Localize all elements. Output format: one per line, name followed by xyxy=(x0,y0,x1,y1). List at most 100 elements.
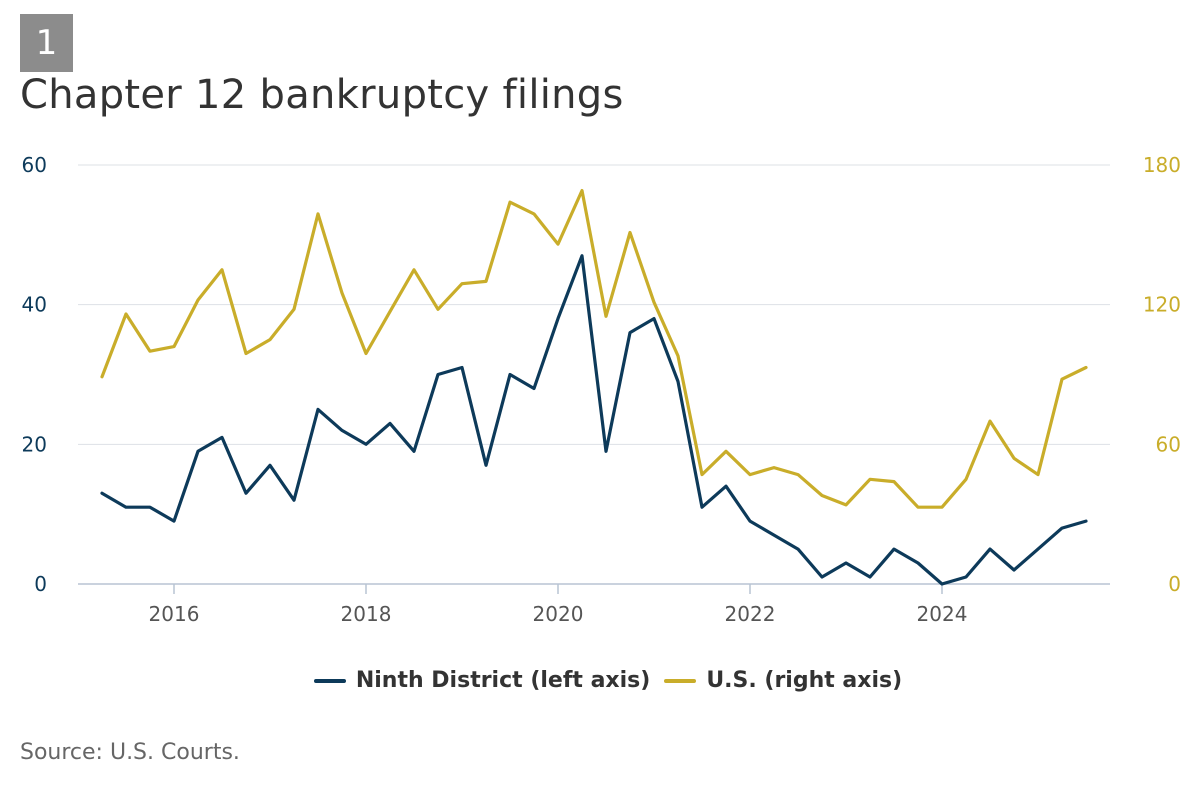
data-point-ninth-district[interactable] xyxy=(290,496,298,504)
left-axis-tick-label: 20 xyxy=(22,432,47,456)
data-point-ninth-district[interactable] xyxy=(962,573,970,581)
data-point-us[interactable] xyxy=(1058,375,1066,383)
data-point-ninth-district[interactable] xyxy=(554,315,562,323)
data-point-us[interactable] xyxy=(362,350,370,358)
data-point-us[interactable] xyxy=(578,187,586,195)
left-axis-tick-label: 0 xyxy=(34,572,47,596)
data-point-ninth-district[interactable] xyxy=(890,545,898,553)
data-point-ninth-district[interactable] xyxy=(674,378,682,386)
legend-item-us[interactable]: U.S. (right axis) xyxy=(664,668,902,693)
data-point-ninth-district[interactable] xyxy=(194,447,202,455)
data-point-us[interactable] xyxy=(242,350,250,358)
data-point-ninth-district[interactable] xyxy=(794,545,802,553)
data-point-us[interactable] xyxy=(770,464,778,472)
data-point-us[interactable] xyxy=(866,475,874,483)
data-point-ninth-district[interactable] xyxy=(170,517,178,525)
data-point-ninth-district[interactable] xyxy=(914,559,922,567)
data-point-ninth-district[interactable] xyxy=(842,559,850,567)
x-axis-tick-label: 2016 xyxy=(149,602,200,626)
series-line-ninth-district[interactable] xyxy=(100,254,1088,586)
data-point-us[interactable] xyxy=(818,492,826,500)
data-point-ninth-district[interactable] xyxy=(410,447,418,455)
data-point-ninth-district[interactable] xyxy=(1010,566,1018,574)
legend-item-ninth-district[interactable]: Ninth District (left axis) xyxy=(313,668,651,693)
data-point-us[interactable] xyxy=(722,447,730,455)
data-point-ninth-district[interactable] xyxy=(146,503,154,511)
data-point-us[interactable] xyxy=(842,501,850,509)
left-axis-tick-label: 40 xyxy=(22,293,47,317)
data-point-us[interactable] xyxy=(170,343,178,351)
data-point-ninth-district[interactable] xyxy=(578,252,586,260)
data-point-ninth-district[interactable] xyxy=(1082,517,1090,525)
legend-label-us: U.S. (right axis) xyxy=(706,668,903,693)
right-axis-tick-label: 60 xyxy=(1156,432,1181,456)
data-point-us[interactable] xyxy=(530,210,538,218)
data-point-ninth-district[interactable] xyxy=(434,371,442,379)
data-point-us[interactable] xyxy=(794,471,802,479)
data-point-ninth-district[interactable] xyxy=(1034,545,1042,553)
data-point-us[interactable] xyxy=(650,298,658,306)
data-point-ninth-district[interactable] xyxy=(482,461,490,469)
data-point-us[interactable] xyxy=(410,266,418,274)
data-point-us[interactable] xyxy=(386,308,394,316)
data-point-us[interactable] xyxy=(146,347,154,355)
data-point-ninth-district[interactable] xyxy=(866,573,874,581)
data-point-ninth-district[interactable] xyxy=(650,315,658,323)
data-point-ninth-district[interactable] xyxy=(818,573,826,581)
data-point-ninth-district[interactable] xyxy=(530,385,538,393)
legend-swatch-us xyxy=(664,678,697,683)
data-point-us[interactable] xyxy=(458,280,466,288)
data-point-ninth-district[interactable] xyxy=(746,517,754,525)
data-point-ninth-district[interactable] xyxy=(986,545,994,553)
data-point-us[interactable] xyxy=(1034,471,1042,479)
data-point-ninth-district[interactable] xyxy=(506,371,514,379)
data-point-us[interactable] xyxy=(554,240,562,248)
data-point-us[interactable] xyxy=(122,310,130,318)
data-point-us[interactable] xyxy=(986,417,994,425)
data-point-us[interactable] xyxy=(962,475,970,483)
legend-label-ninth-district: Ninth District (left axis) xyxy=(355,668,651,693)
data-point-us[interactable] xyxy=(218,266,226,274)
data-point-ninth-district[interactable] xyxy=(698,503,706,511)
data-point-ninth-district[interactable] xyxy=(938,580,946,588)
data-point-ninth-district[interactable] xyxy=(266,461,274,469)
data-point-ninth-district[interactable] xyxy=(122,503,130,511)
data-point-us[interactable] xyxy=(914,503,922,511)
data-point-us[interactable] xyxy=(938,503,946,511)
data-point-us[interactable] xyxy=(626,229,634,237)
data-point-us[interactable] xyxy=(338,289,346,297)
data-point-ninth-district[interactable] xyxy=(362,440,370,448)
data-point-us[interactable] xyxy=(698,471,706,479)
data-point-us[interactable] xyxy=(602,312,610,320)
data-point-ninth-district[interactable] xyxy=(458,364,466,372)
data-point-ninth-district[interactable] xyxy=(1058,524,1066,532)
data-point-us[interactable] xyxy=(1082,364,1090,372)
data-point-ninth-district[interactable] xyxy=(98,489,106,497)
left-axis-tick-label: 60 xyxy=(22,153,47,177)
data-point-us[interactable] xyxy=(266,336,274,344)
data-point-us[interactable] xyxy=(314,210,322,218)
data-point-ninth-district[interactable] xyxy=(626,329,634,337)
data-point-us[interactable] xyxy=(482,277,490,285)
data-point-ninth-district[interactable] xyxy=(242,489,250,497)
data-point-ninth-district[interactable] xyxy=(314,405,322,413)
data-point-us[interactable] xyxy=(98,373,106,381)
data-point-us[interactable] xyxy=(194,296,202,304)
data-point-us[interactable] xyxy=(1010,454,1018,462)
data-point-us[interactable] xyxy=(434,305,442,313)
right-axis-tick-label: 120 xyxy=(1143,293,1181,317)
data-point-ninth-district[interactable] xyxy=(722,482,730,490)
source-note: Source: U.S. Courts. xyxy=(20,740,240,765)
series-lines xyxy=(98,187,1090,588)
data-point-ninth-district[interactable] xyxy=(338,426,346,434)
data-point-us[interactable] xyxy=(890,478,898,486)
data-point-us[interactable] xyxy=(674,352,682,360)
data-point-ninth-district[interactable] xyxy=(602,447,610,455)
data-point-us[interactable] xyxy=(746,471,754,479)
data-point-ninth-district[interactable] xyxy=(770,531,778,539)
data-point-ninth-district[interactable] xyxy=(218,433,226,441)
series-line-us[interactable] xyxy=(100,189,1088,509)
data-point-ninth-district[interactable] xyxy=(386,419,394,427)
data-point-us[interactable] xyxy=(506,198,514,206)
data-point-us[interactable] xyxy=(290,305,298,313)
